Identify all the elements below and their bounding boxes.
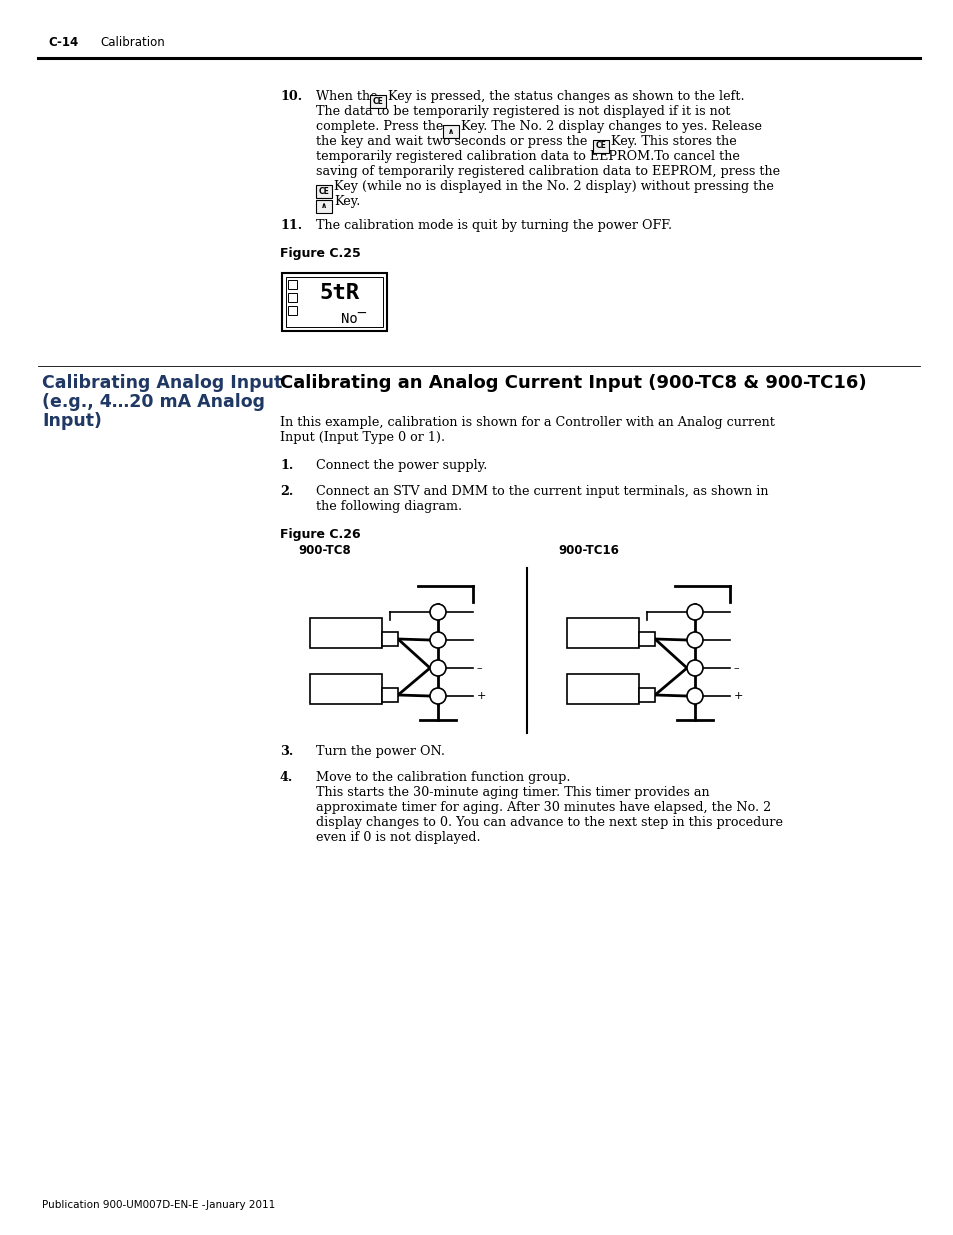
Text: saving of temporarily registered calibration data to EEPROM, press the: saving of temporarily registered calibra…	[315, 165, 780, 178]
Bar	[566, 674, 639, 704]
Text: (e.g., 4…20 mA Analog: (e.g., 4…20 mA Analog	[42, 393, 265, 411]
Circle shape	[686, 632, 702, 648]
Text: approximate timer for aging. After 30 minutes have elapsed, the No. 2: approximate timer for aging. After 30 mi…	[315, 802, 770, 814]
Text: 4.: 4.	[280, 771, 293, 784]
Bar	[315, 200, 332, 212]
Text: Move to the calibration function group.: Move to the calibration function group.	[315, 771, 570, 784]
Text: –: –	[476, 663, 482, 673]
Text: CE: CE	[318, 186, 329, 195]
Bar	[593, 140, 608, 152]
Text: even if 0 is not displayed.: even if 0 is not displayed.	[315, 831, 480, 844]
Text: Connect an STV and DMM to the current input terminals, as shown in: Connect an STV and DMM to the current in…	[315, 485, 768, 498]
Text: No̅: No̅	[341, 312, 366, 326]
Text: Calibration: Calibration	[100, 36, 165, 49]
Text: +: +	[476, 692, 486, 701]
Text: C-14: C-14	[48, 36, 78, 49]
Text: Key. This stores the: Key. This stores the	[610, 135, 736, 148]
Circle shape	[686, 604, 702, 620]
Circle shape	[430, 604, 446, 620]
Bar	[310, 618, 381, 648]
Text: ∧: ∧	[320, 201, 327, 210]
Text: 2.: 2.	[280, 485, 293, 498]
Text: Calibrating Analog Input: Calibrating Analog Input	[42, 374, 282, 391]
Text: Key. The No. 2 display changes to yes. Release: Key. The No. 2 display changes to yes. R…	[460, 120, 761, 133]
Text: Figure C.25: Figure C.25	[280, 247, 360, 261]
Text: Connect the power supply.: Connect the power supply.	[315, 459, 487, 472]
Text: Key (while no is displayed in the No. 2 display) without pressing the: Key (while no is displayed in the No. 2 …	[334, 180, 773, 193]
Text: 10.: 10.	[280, 90, 302, 103]
Text: In this example, calibration is shown for a Controller with an Analog current: In this example, calibration is shown fo…	[280, 416, 774, 429]
Text: 900-TC16: 900-TC16	[558, 543, 618, 557]
Text: complete. Press the: complete. Press the	[315, 120, 443, 133]
Bar	[442, 125, 458, 137]
Bar	[381, 632, 397, 646]
Circle shape	[686, 688, 702, 704]
Text: Key.: Key.	[334, 195, 360, 207]
Text: CE: CE	[595, 142, 606, 151]
Text: CE: CE	[373, 96, 383, 105]
Circle shape	[686, 659, 702, 676]
Text: 900-TC8: 900-TC8	[297, 543, 351, 557]
Bar	[566, 618, 639, 648]
Text: Input (Input Type 0 or 1).: Input (Input Type 0 or 1).	[280, 431, 445, 445]
Bar	[288, 293, 296, 303]
Bar	[282, 273, 387, 331]
Circle shape	[430, 659, 446, 676]
Text: Figure C.26: Figure C.26	[280, 529, 360, 541]
Text: the key and wait two seconds or press the: the key and wait two seconds or press th…	[315, 135, 587, 148]
Text: 3.: 3.	[280, 745, 293, 758]
Text: Turn the power ON.: Turn the power ON.	[315, 745, 444, 758]
Bar	[286, 277, 382, 327]
Bar	[315, 184, 332, 198]
Text: display changes to 0. You can advance to the next step in this procedure: display changes to 0. You can advance to…	[315, 816, 782, 829]
Text: The calibration mode is quit by turning the power OFF.: The calibration mode is quit by turning …	[315, 219, 672, 232]
Text: This starts the 30-minute aging timer. This timer provides an: This starts the 30-minute aging timer. T…	[315, 785, 709, 799]
Text: When the: When the	[315, 90, 377, 103]
Text: the following diagram.: the following diagram.	[315, 500, 461, 513]
Circle shape	[430, 688, 446, 704]
Circle shape	[430, 632, 446, 648]
Bar	[639, 632, 655, 646]
Text: Calibrating an Analog Current Input (900-TC8 & 900-TC16): Calibrating an Analog Current Input (900…	[280, 374, 865, 391]
Text: 5tR: 5tR	[319, 283, 359, 303]
Bar	[639, 688, 655, 701]
Text: Publication 900-UM007D-EN-E -January 2011: Publication 900-UM007D-EN-E -January 201…	[42, 1200, 275, 1210]
Text: +: +	[733, 692, 742, 701]
Text: 1.: 1.	[280, 459, 293, 472]
Text: Input): Input)	[42, 412, 102, 430]
Text: temporarily registered calibration data to EEPROM.To cancel the: temporarily registered calibration data …	[315, 149, 740, 163]
Text: The data to be temporarily registered is not displayed if it is not: The data to be temporarily registered is…	[315, 105, 730, 119]
Text: ∧: ∧	[447, 126, 454, 136]
Text: –: –	[733, 663, 739, 673]
Text: Key is pressed, the status changes as shown to the left.: Key is pressed, the status changes as sh…	[388, 90, 744, 103]
Text: 11.: 11.	[280, 219, 302, 232]
Bar	[288, 280, 296, 289]
Bar	[310, 674, 381, 704]
Bar	[288, 306, 296, 315]
Bar	[381, 688, 397, 701]
Bar	[370, 95, 386, 107]
